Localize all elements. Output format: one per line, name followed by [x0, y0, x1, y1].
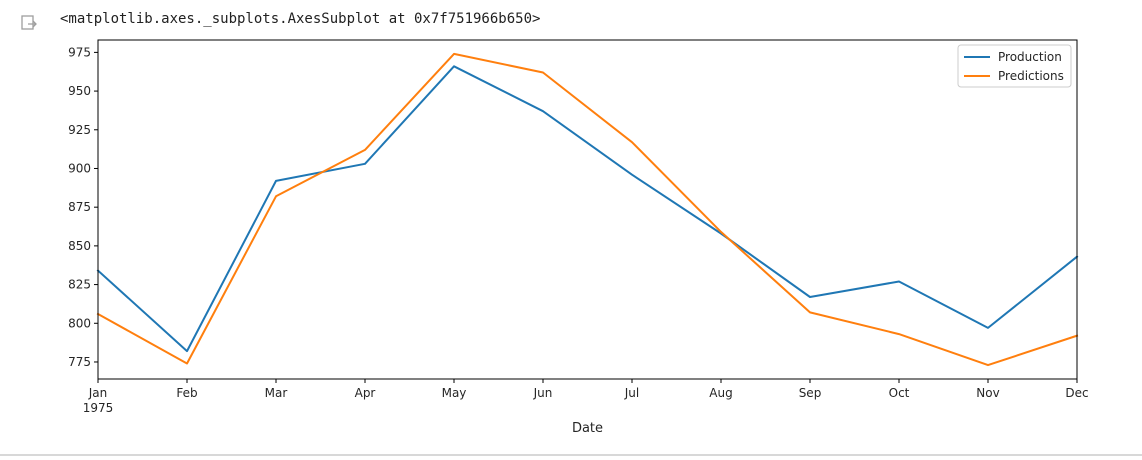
x-tick-label: Dec [1065, 386, 1088, 400]
output-arrow-icon [21, 15, 37, 30]
x-axis-label: Date [572, 421, 603, 436]
x-tick-label: Jun [533, 386, 553, 400]
x-year-label: 1975 [83, 401, 114, 415]
y-tick-label: 925 [68, 123, 91, 137]
x-tick-label: Sep [799, 386, 822, 400]
x-tick-label: Aug [709, 386, 732, 400]
y-tick-label: 975 [68, 45, 91, 59]
y-tick-label: 900 [68, 161, 91, 175]
x-tick-label: Oct [889, 386, 910, 400]
y-tick-label: 850 [68, 239, 91, 253]
y-tick-label: 875 [68, 200, 91, 214]
x-tick-label: Jul [624, 386, 639, 400]
output-repr-text: <matplotlib.axes._subplots.AxesSubplot a… [60, 11, 541, 27]
plot-frame [97, 39, 1078, 380]
y-tick-label: 950 [68, 84, 91, 98]
x-tick-label: Nov [976, 386, 999, 400]
series-line-production [96, 65, 1079, 353]
x-tick-label: Apr [355, 386, 376, 400]
y-tick-label: 800 [68, 316, 91, 330]
x-tick-label: Jan [88, 386, 108, 400]
legend-label-production: Production [998, 50, 1062, 64]
x-tick-label: Feb [176, 386, 197, 400]
x-tick-label: May [442, 386, 467, 400]
legend-label-predictions: Predictions [998, 69, 1064, 83]
y-tick-label: 775 [68, 355, 91, 369]
y-tick-label: 825 [68, 278, 91, 292]
x-tick-label: Mar [265, 386, 288, 400]
series-line-predictions [96, 52, 1079, 367]
cell-bottom-border [0, 454, 1142, 456]
